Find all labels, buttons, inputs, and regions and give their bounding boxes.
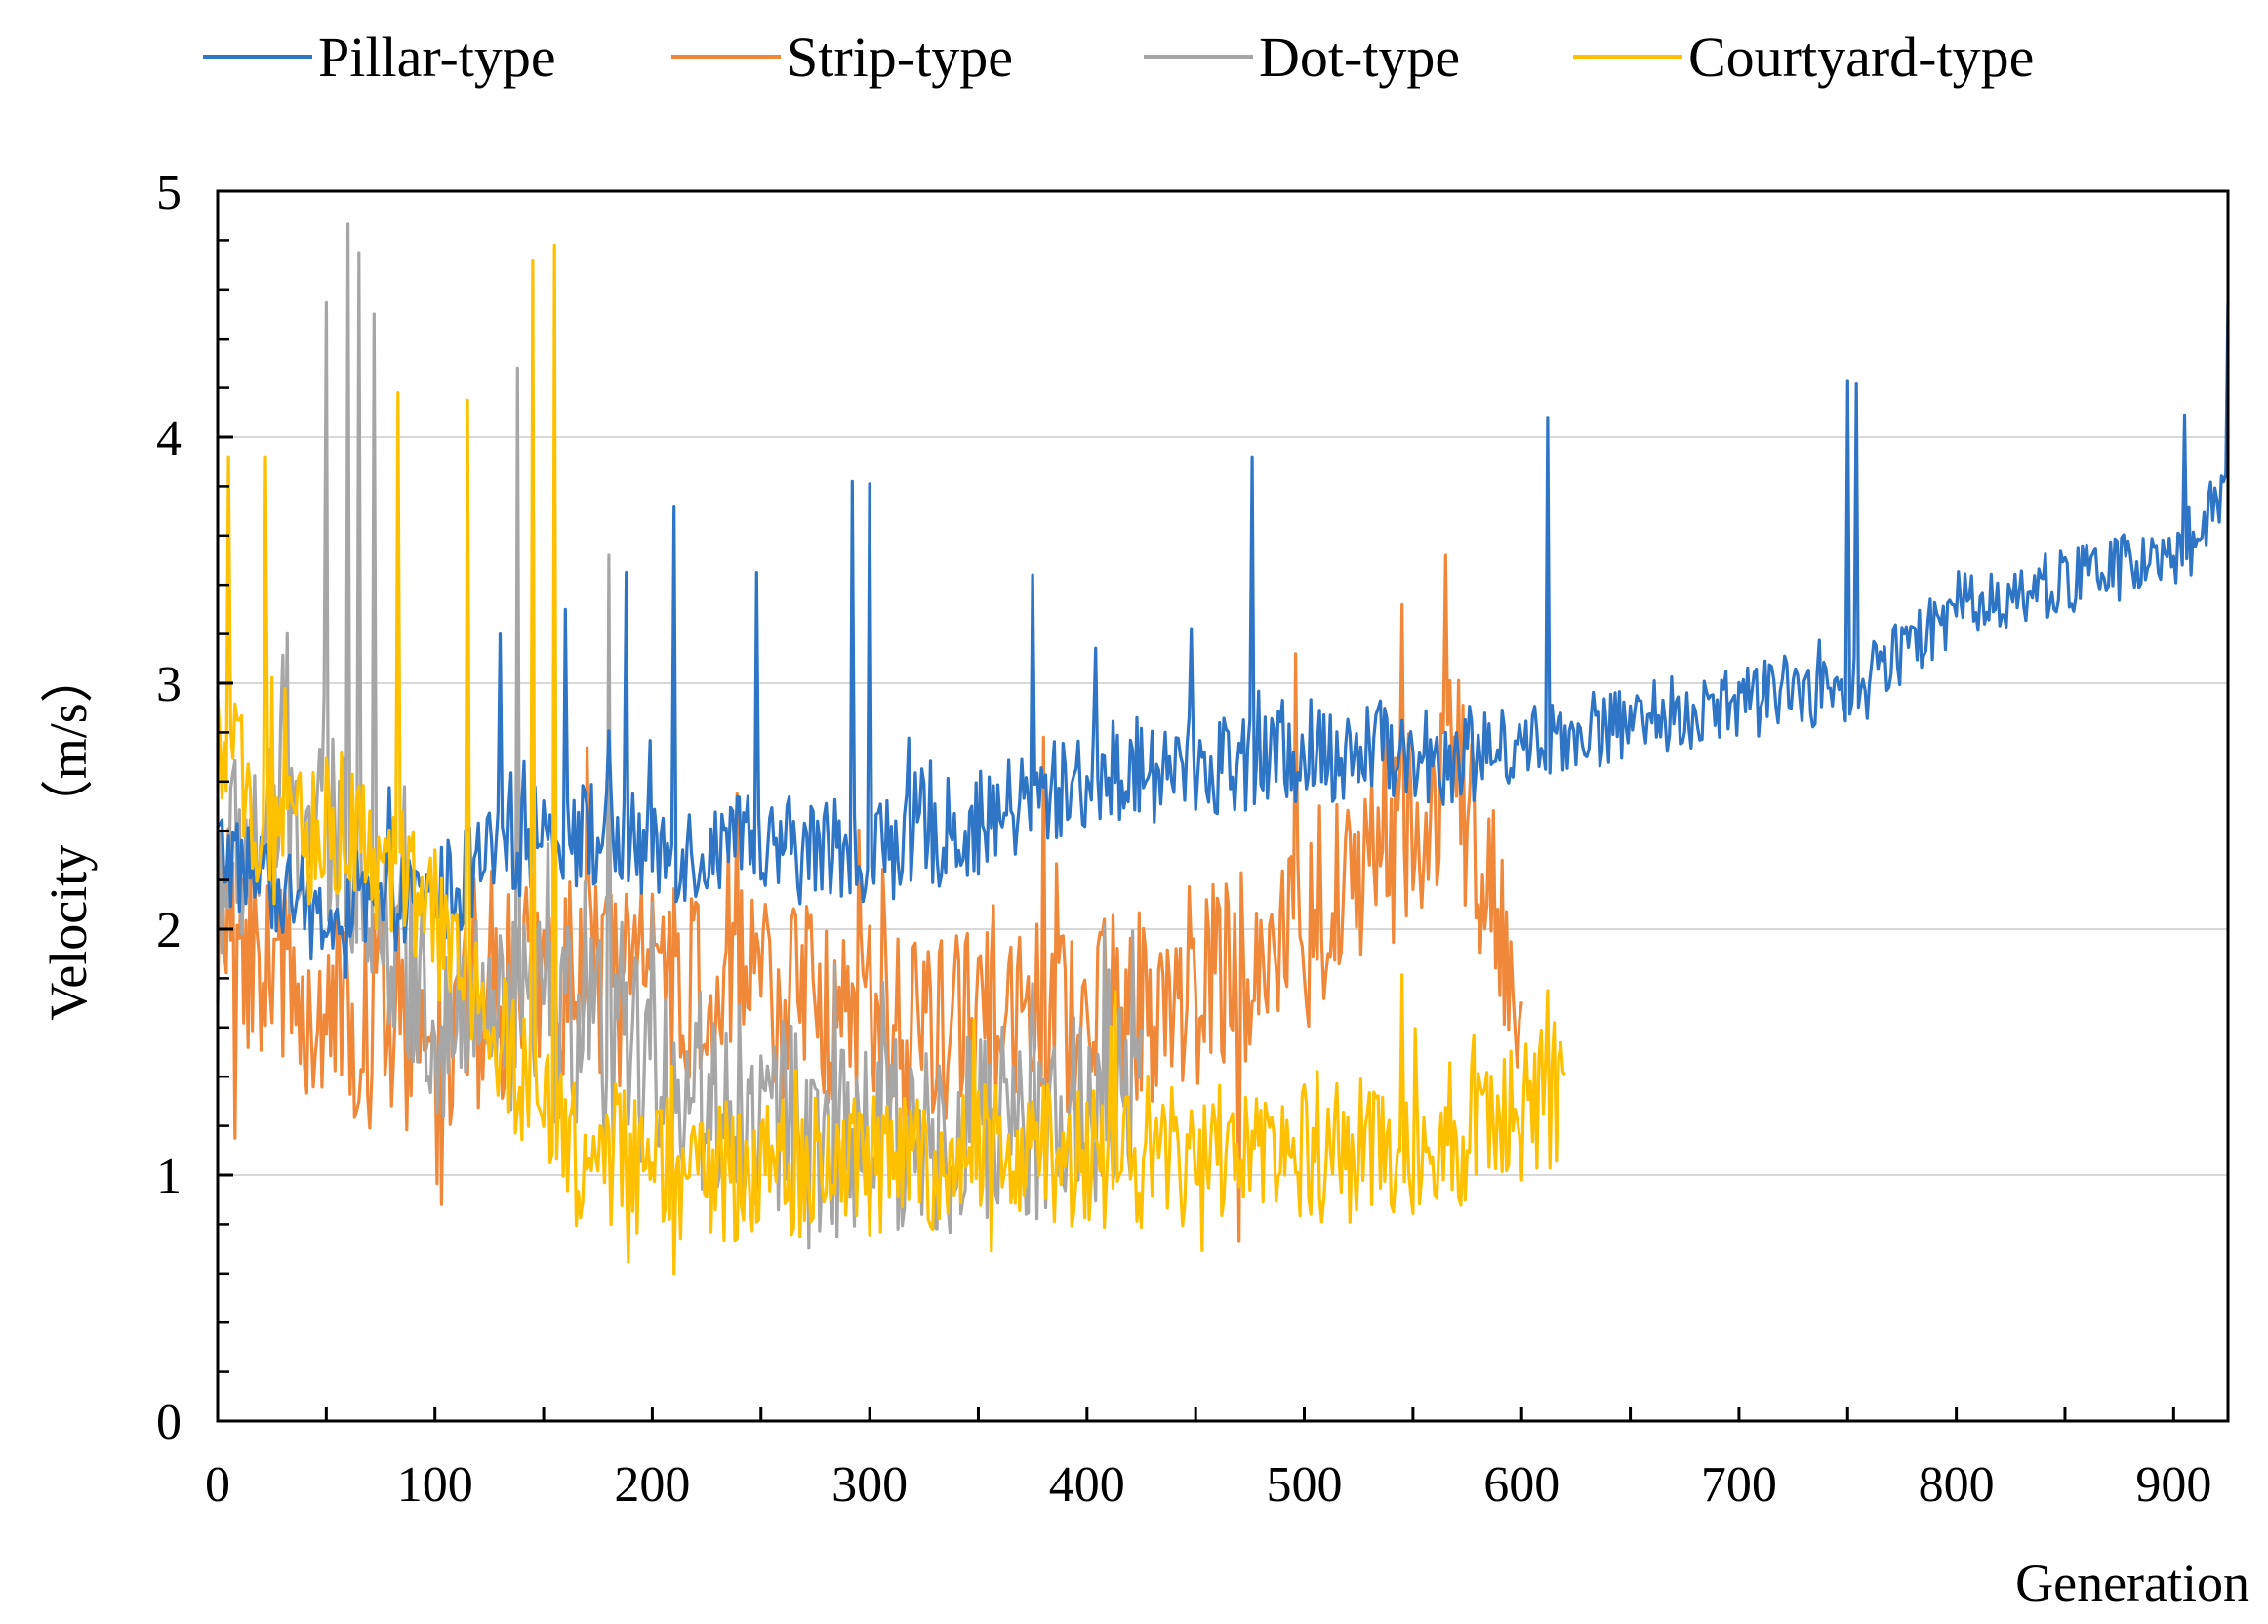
plot-frame bbox=[216, 189, 2230, 1423]
chart-legend: Pillar-type Strip-type Dot-type Courtyard-t… bbox=[203, 25, 2034, 89]
y-tick-label: 3 bbox=[156, 657, 182, 712]
x-axis: 0 100 200 300 400 500 600 700 800 900 bbox=[205, 1407, 2211, 1513]
legend-label-courtyard-type: Courtyard-type bbox=[1688, 25, 2034, 89]
x-tick-label: 800 bbox=[1919, 1457, 1995, 1513]
y-tick-label: 5 bbox=[156, 165, 182, 221]
y-tick-label: 0 bbox=[156, 1395, 182, 1450]
x-tick-label: 700 bbox=[1701, 1457, 1777, 1513]
x-tick-label: 200 bbox=[614, 1457, 690, 1513]
legend-label-dot-type: Dot-type bbox=[1259, 25, 1460, 89]
series-layer bbox=[216, 222, 2230, 1276]
y-tick-label: 4 bbox=[156, 411, 182, 467]
x-axis-title: Generation bbox=[2015, 1554, 2249, 1612]
y-tick-label: 1 bbox=[156, 1149, 182, 1204]
x-tick-label: 900 bbox=[2135, 1457, 2211, 1513]
x-tick-label: 400 bbox=[1049, 1457, 1125, 1513]
x-tick-label: 100 bbox=[397, 1457, 473, 1513]
y-tick-label: 2 bbox=[156, 903, 182, 958]
x-tick-label: 600 bbox=[1483, 1457, 1559, 1513]
x-tick-label: 0 bbox=[205, 1457, 230, 1513]
x-tick-label: 300 bbox=[831, 1457, 908, 1513]
y-axis: 0 1 2 3 4 5 bbox=[156, 165, 233, 1450]
y-axis-title: Velocity （m/s） bbox=[39, 650, 98, 1020]
x-tick-label: 500 bbox=[1267, 1457, 1343, 1513]
series-line-dot-type bbox=[216, 222, 1144, 1250]
legend-label-pillar-type: Pillar-type bbox=[318, 25, 556, 89]
series-line-courtyard-type bbox=[216, 243, 1567, 1276]
legend-label-strip-type: Strip-type bbox=[787, 25, 1013, 89]
